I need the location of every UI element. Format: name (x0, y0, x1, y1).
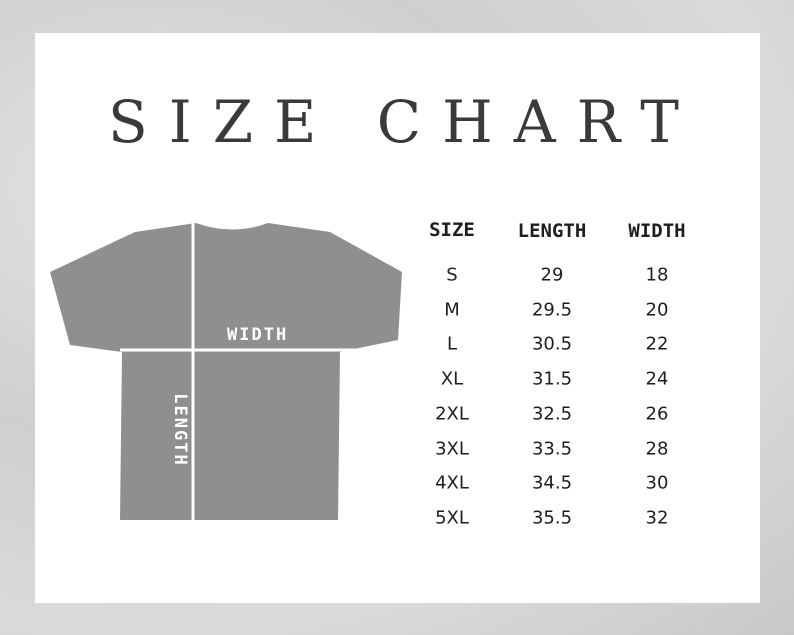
cell-width: 22 (645, 333, 669, 355)
header-length: LENGTH (517, 220, 587, 242)
cell-width: 20 (645, 299, 669, 321)
cell-length: 34.5 (531, 472, 573, 494)
cell-length: 35.5 (531, 507, 573, 529)
cell-size: 3XL (435, 438, 469, 459)
cell-size: 5XL (435, 507, 469, 529)
header-width: WIDTH (628, 220, 686, 242)
cell-length: 30.5 (531, 333, 573, 355)
length-label: LENGTH (170, 393, 190, 467)
cell-width: 30 (645, 472, 669, 494)
cell-width: 24 (645, 368, 669, 390)
tshirt-shape (50, 223, 402, 520)
cell-size: M (444, 299, 460, 321)
header-size: SIZE (429, 219, 475, 241)
cell-length: 29 (540, 264, 564, 286)
cell-size: 4XL (435, 472, 469, 494)
cell-width: 32 (645, 507, 669, 529)
page-title: SIZE CHART (108, 88, 700, 156)
cell-width: 28 (645, 438, 669, 459)
cell-length: 32.5 (531, 403, 573, 425)
cell-width: 26 (645, 403, 669, 425)
width-label: WIDTH (227, 325, 289, 345)
cell-size: L (446, 333, 458, 355)
cell-size: S (446, 264, 458, 286)
cell-length: 31.5 (531, 368, 573, 390)
cell-size: XL (440, 368, 464, 390)
cell-length: 29.5 (531, 299, 573, 321)
cell-size: 2XL (435, 403, 469, 425)
cell-length: 33.5 (531, 438, 573, 459)
cell-width: 18 (645, 264, 669, 286)
